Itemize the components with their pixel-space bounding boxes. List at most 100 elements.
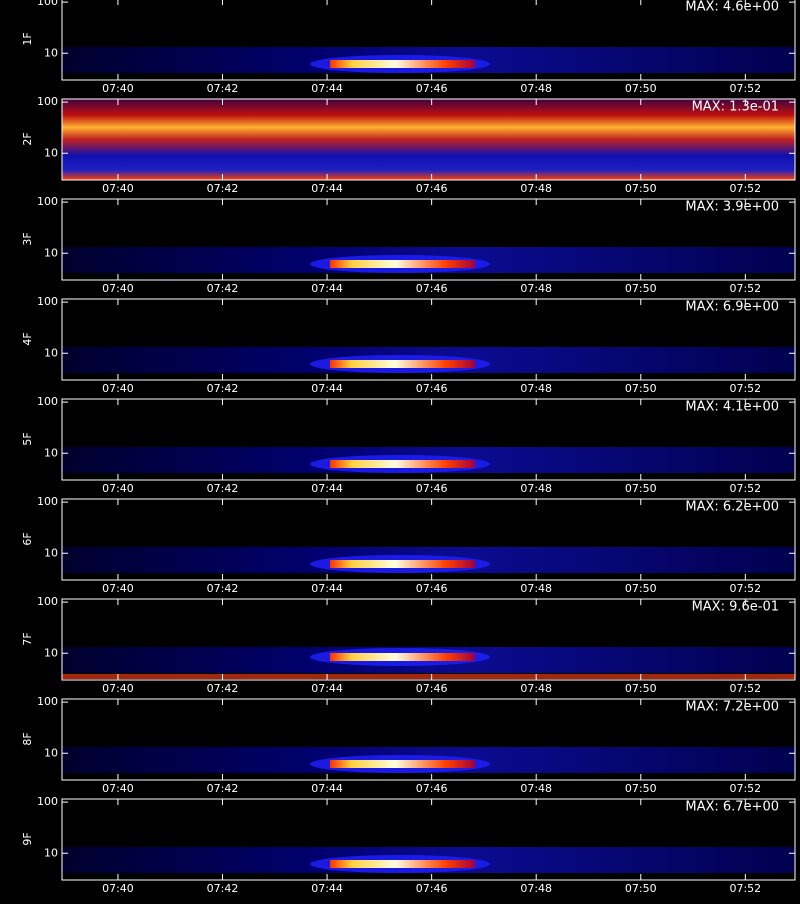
y-tick-label: 10 — [44, 146, 58, 159]
y-tick-label: 10 — [44, 46, 58, 59]
y-axis-label: 6F — [21, 532, 34, 545]
max-annotation: MAX: 4.6e+00 — [685, 0, 779, 15]
x-tick-label: 07:40 — [102, 182, 134, 195]
spectrogram-peak — [330, 360, 475, 368]
x-tick-label: 07:46 — [416, 682, 448, 695]
x-tick-label: 07:42 — [207, 782, 239, 795]
x-tick-label: 07:46 — [416, 382, 448, 395]
spectrogram-peak — [330, 260, 475, 268]
x-tick-label: 07:52 — [729, 682, 761, 695]
y-axis-label: 3F — [21, 232, 34, 245]
y-tick-label: 100 — [37, 0, 58, 8]
plot-frame — [61, 0, 796, 81]
panel: 10 100 07:40 07:42 07:44 07:46 07:48 07:50 07:52… — [21, 595, 796, 695]
x-tick-label: 07:50 — [625, 282, 657, 295]
max-annotation: MAX: 9.6e-01 — [692, 600, 779, 615]
x-tick-label: 07:44 — [311, 482, 343, 495]
x-tick-label: 07:42 — [207, 582, 239, 595]
y-tick-label: 10 — [44, 646, 58, 659]
plot-frame — [61, 798, 796, 881]
y-tick-label: 10 — [44, 546, 58, 559]
x-tick-label: 07:40 — [102, 382, 134, 395]
x-tick-label: 07:46 — [416, 282, 448, 295]
y-axis-label: 7F — [21, 632, 34, 645]
y-tick-label: 10 — [44, 846, 58, 859]
x-tick-label: 07:44 — [311, 582, 343, 595]
x-tick-label: 07:42 — [207, 182, 239, 195]
y-tick-label: 100 — [37, 295, 58, 308]
y-axis-label: 4F — [21, 332, 34, 345]
x-tick-label: 07:46 — [416, 182, 448, 195]
plot-frame — [61, 398, 796, 481]
panel: 10 100 07:40 07:42 07:44 07:46 07:48 07:50 07:52… — [21, 195, 796, 295]
spectrogram-peak — [330, 860, 475, 868]
x-tick-label: 07:52 — [729, 782, 761, 795]
y-axis-label: 9F — [21, 832, 34, 845]
x-tick-label: 07:42 — [207, 382, 239, 395]
x-tick-label: 07:52 — [729, 182, 761, 195]
y-axis-label: 2F — [21, 132, 34, 145]
x-tick-label: 07:48 — [520, 882, 552, 895]
x-tick-label: 07:48 — [520, 382, 552, 395]
x-tick-label: 07:48 — [520, 582, 552, 595]
x-tick-label: 07:44 — [311, 682, 343, 695]
x-tick-label: 07:44 — [311, 882, 343, 895]
panel: 10 100 07:40 07:42 07:44 07:46 07:48 07:50 07:52… — [21, 495, 796, 595]
y-axis-label: 5F — [21, 432, 34, 445]
x-tick-label: 07:52 — [729, 582, 761, 595]
x-tick-label: 07:44 — [311, 782, 343, 795]
max-annotation: MAX: 6.7e+00 — [685, 800, 779, 815]
x-tick-label: 07:52 — [729, 282, 761, 295]
x-tick-label: 07:40 — [102, 482, 134, 495]
panel: 10 100 07:40 07:42 07:44 07:46 07:48 07:50 07:52… — [21, 295, 796, 395]
x-tick-label: 07:50 — [625, 182, 657, 195]
x-tick-label: 07:46 — [416, 482, 448, 495]
x-tick-label: 07:40 — [102, 782, 134, 795]
x-tick-label: 07:52 — [729, 382, 761, 395]
y-tick-label: 100 — [37, 495, 58, 508]
x-tick-label: 07:48 — [520, 282, 552, 295]
spectrogram-floor — [62, 674, 795, 679]
y-axis-label: 1F — [21, 32, 34, 45]
x-tick-label: 07:42 — [207, 282, 239, 295]
plot-frame — [61, 598, 796, 681]
x-tick-label: 07:48 — [520, 482, 552, 495]
panel: 10 100 07:40 07:42 07:44 07:46 07:48 07:50 07:52… — [21, 695, 796, 795]
x-tick-label: 07:50 — [625, 682, 657, 695]
x-tick-label: 07:50 — [625, 782, 657, 795]
plot-frame — [61, 298, 796, 381]
max-annotation: MAX: 4.1e+00 — [685, 400, 779, 415]
panel: 10 100 07:40 07:42 07:44 07:46 07:48 07:50 07:52… — [21, 95, 796, 195]
plot-frame — [61, 698, 796, 781]
y-tick-label: 100 — [37, 795, 58, 808]
x-tick-label: 07:40 — [102, 882, 134, 895]
x-tick-label: 07:48 — [520, 782, 552, 795]
x-tick-label: 07:42 — [207, 82, 239, 95]
x-tick-label: 07:48 — [520, 82, 552, 95]
max-annotation: MAX: 3.9e+00 — [685, 200, 779, 215]
spectrogram-image — [62, 99, 795, 180]
y-tick-label: 10 — [44, 346, 58, 359]
spectrogram-peak — [330, 60, 475, 68]
y-tick-label: 10 — [44, 246, 58, 259]
y-tick-label: 100 — [37, 395, 58, 408]
x-tick-label: 07:40 — [102, 82, 134, 95]
x-tick-label: 07:46 — [416, 582, 448, 595]
max-annotation: MAX: 1.3e-01 — [692, 100, 779, 115]
x-tick-label: 07:50 — [625, 382, 657, 395]
x-tick-label: 07:44 — [311, 282, 343, 295]
y-tick-label: 100 — [37, 595, 58, 608]
x-tick-label: 07:40 — [102, 682, 134, 695]
y-axis-label: 8F — [21, 732, 34, 745]
x-tick-label: 07:52 — [729, 882, 761, 895]
max-annotation: MAX: 6.2e+00 — [685, 500, 779, 515]
x-tick-label: 07:46 — [416, 882, 448, 895]
x-tick-label: 07:52 — [729, 82, 761, 95]
x-tick-label: 07:40 — [102, 582, 134, 595]
x-tick-label: 07:50 — [625, 582, 657, 595]
y-tick-label: 100 — [37, 695, 58, 708]
x-tick-label: 07:50 — [625, 482, 657, 495]
panel: 10 100 07:40 07:42 07:44 07:46 07:48 07:50 07:52… — [21, 395, 796, 495]
